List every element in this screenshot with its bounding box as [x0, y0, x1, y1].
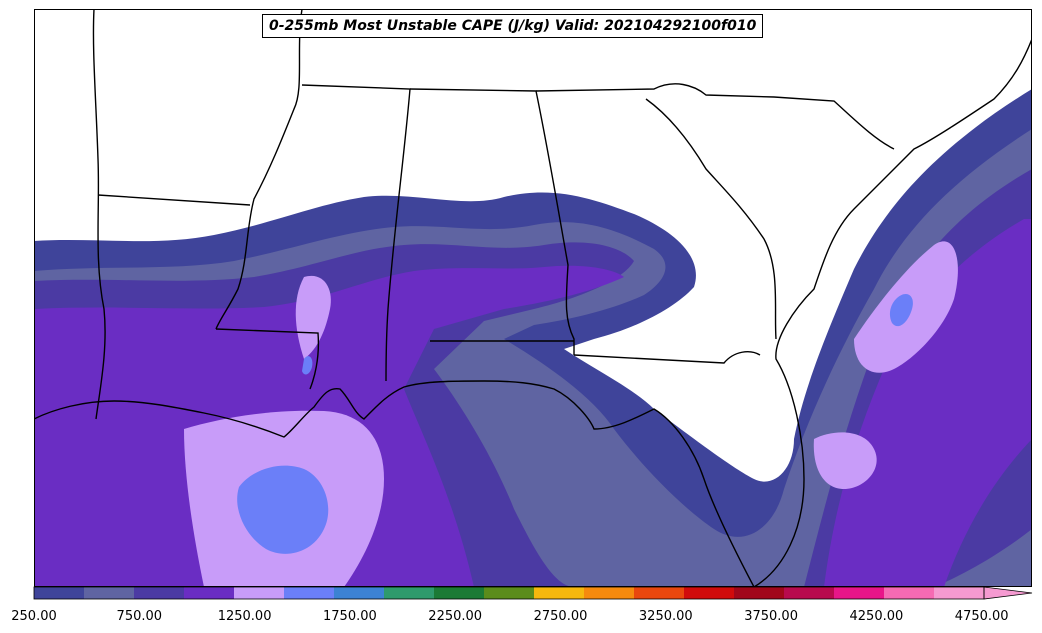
colorbar — [33, 586, 1033, 600]
cape-band-1000-atlantic — [824, 219, 1032, 587]
colorbar-tick-label: 3750.00 — [744, 609, 798, 624]
cape-band-1250-atlantic2 — [813, 432, 877, 489]
cape-band-1250-mid — [295, 275, 331, 359]
colorbar-segment — [634, 587, 685, 599]
colorbar-tick-label: 3250.00 — [638, 609, 693, 624]
colorbar-segment — [334, 587, 385, 599]
colorbar-tick-label: 2250.00 — [428, 609, 483, 624]
map-title: 0-255mb Most Unstable CAPE (J/kg) Valid:… — [269, 18, 757, 34]
colorbar-tick-label: 250.00 — [11, 609, 57, 624]
colorbar-segment — [184, 587, 235, 599]
colorbar-segment — [434, 587, 485, 599]
colorbar-tick-label: 4250.00 — [849, 609, 904, 624]
colorbar-segment — [784, 587, 835, 599]
colorbar-tick-label: 1250.00 — [217, 609, 272, 624]
colorbar-tick-label: 1750.00 — [323, 609, 377, 624]
cape-map — [34, 9, 1032, 587]
colorbar-segment — [834, 587, 885, 599]
colorbar-segment — [884, 587, 935, 599]
colorbar-segment — [934, 587, 985, 599]
colorbar-segment — [584, 587, 635, 599]
colorbar-segment — [384, 587, 435, 599]
colorbar-segment — [234, 587, 285, 599]
colorbar-segment — [84, 587, 135, 599]
colorbar-extend-arrow — [983, 586, 1033, 600]
colorbar-segment — [134, 587, 185, 599]
cape-band-1500-gulf — [237, 465, 329, 554]
cape-band-1500-atlantic — [889, 294, 913, 327]
colorbar-outline — [33, 586, 985, 600]
colorbar-segment — [34, 587, 85, 599]
colorbar-tick-label: 750.00 — [116, 609, 163, 624]
cape-shaded-field — [34, 9, 1032, 587]
cape-band-1500-small — [302, 356, 313, 375]
colorbar-segment — [534, 587, 585, 599]
colorbar-tick-label: 4750.00 — [954, 609, 1009, 624]
colorbar-segment — [284, 587, 335, 599]
colorbar-segment — [684, 587, 735, 599]
colorbar-segment — [484, 587, 535, 599]
boundaries — [34, 9, 1032, 587]
colorbar-segment — [734, 587, 785, 599]
map-title-box: 0-255mb Most Unstable CAPE (J/kg) Valid:… — [262, 14, 764, 38]
colorbar-tick-label: 2750.00 — [533, 609, 588, 624]
